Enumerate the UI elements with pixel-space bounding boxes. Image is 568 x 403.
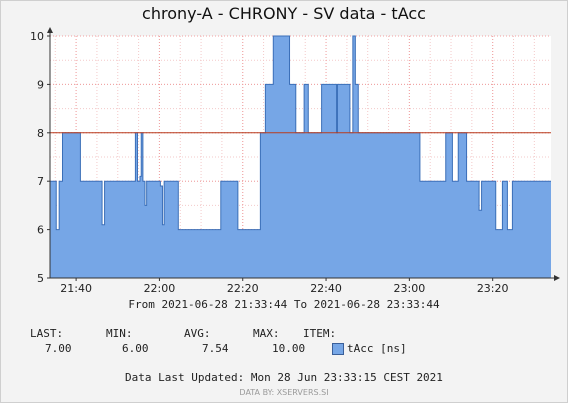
stats-max-value: 10.00 [272,342,306,355]
x-tick-label: 22:40 [310,282,342,295]
x-tick-label: 21:40 [60,282,92,295]
legend-label: tAcc [ns] [347,342,407,355]
y-tick-label: 9 [37,78,44,91]
plot-area: 5 6 7 8 9 10 21:40 22:00 22:20 22:40 23:00 23:20 [30,27,560,295]
chart-title: chrony-A - CHRONY - SV data - tAcc [142,4,426,23]
x-tick-label: 22:20 [227,282,259,295]
series-area [50,36,551,278]
stats-header-max: MAX: [253,327,280,340]
y-tick-label: 5 [37,272,44,285]
stats-header-last: LAST: [30,327,64,340]
stats-min-value: 6.00 [122,342,149,355]
x-tick-label: 23:00 [394,282,426,295]
x-tick-label: 22:00 [144,282,176,295]
stats-avg-value: 7.54 [202,342,229,355]
last-updated: Data Last Updated: Mon 28 Jun 23:33:15 C… [125,371,443,384]
data-credit: DATA BY: XSERVERS.SI [239,388,329,397]
x-tick-label: 23:20 [477,282,509,295]
y-tick-label: 7 [37,175,44,188]
stats-header-min: MIN: [106,327,133,340]
y-tick-label: 10 [30,30,44,43]
y-tick-label: 6 [37,224,44,237]
stats-header-item: ITEM: [303,327,337,340]
y-axis-arrow [47,27,53,33]
time-range: From 2021-06-28 21:33:44 To 2021-06-28 2… [128,298,440,311]
stats-last-value: 7.00 [45,342,72,355]
stats-header-avg: AVG: [184,327,211,340]
legend-swatch [332,343,344,355]
y-tick-label: 8 [37,127,44,140]
axes: 5 6 7 8 9 10 21:40 22:00 22:20 22:40 23:00 23:20 [30,27,560,295]
x-axis-arrow [554,275,560,281]
